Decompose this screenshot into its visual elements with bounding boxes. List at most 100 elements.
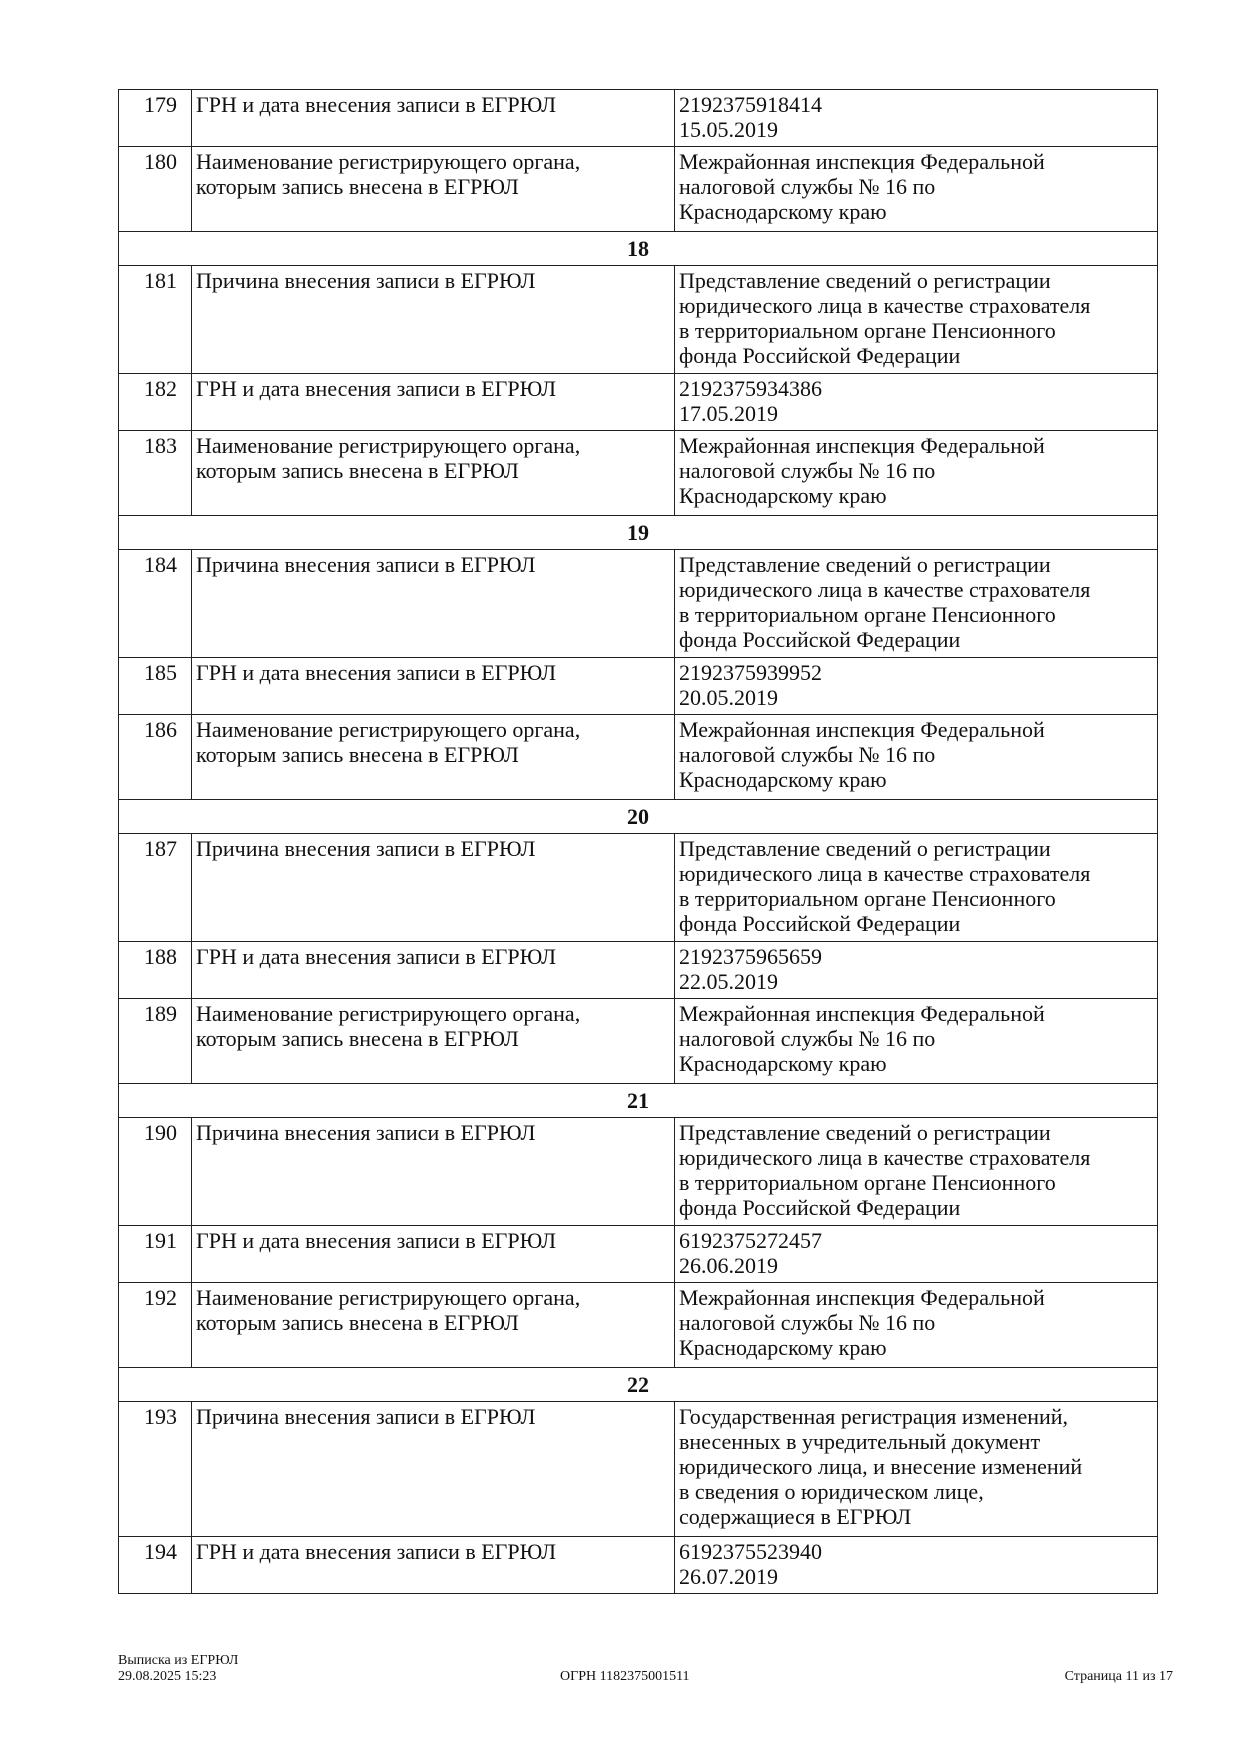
field-value: 2192375934386 17.05.2019 — [674, 373, 1158, 431]
field-value-line: 6192375272457 — [679, 1228, 822, 1253]
field-label-line: Причина внесения записи в ЕГРЮЛ — [196, 1120, 536, 1145]
field-value: Межрайонная инспекция Федеральной налогов… — [674, 430, 1158, 516]
field-label-line: ГРН и дата внесения записи в ЕГРЮЛ — [196, 376, 557, 401]
field-label-line: ГРН и дата внесения записи в ЕГРЮЛ — [196, 1228, 557, 1253]
footer-ogrn: ОГРН 1182375001511 — [560, 1669, 690, 1684]
field-value-line: Государственная регистрация изменений, — [679, 1404, 1069, 1429]
field-label: Наименование регистрирующего органа, кото… — [191, 714, 675, 800]
table-row: 187 Причина внесения записи в ЕГРЮЛ Предст… — [118, 833, 1158, 942]
field-value-line: юридического лица в качестве страховател… — [679, 293, 1091, 318]
row-number: 183 — [118, 430, 192, 516]
field-label-line: которым запись внесена в ЕГРЮЛ — [196, 742, 519, 767]
field-label-line: ГРН и дата внесения записи в ЕГРЮЛ — [196, 92, 557, 117]
field-value: 2192375965659 22.05.2019 — [674, 941, 1158, 999]
table-row: 189 Наименование регистрирующего органа, к… — [118, 998, 1158, 1084]
row-number: 182 — [118, 373, 192, 431]
row-number: 181 — [118, 265, 192, 374]
section-number: 22 — [118, 1367, 1158, 1402]
row-number: 192 — [118, 1282, 192, 1368]
footer-datetime: 29.08.2025 15:23 — [118, 1669, 217, 1684]
field-value-line: юридического лица в качестве страховател… — [679, 1145, 1091, 1170]
field-value-line: Краснодарскому краю — [679, 483, 887, 508]
field-value-line: в сведения о юридическом лице, — [679, 1479, 984, 1504]
section-number: 18 — [118, 231, 1158, 266]
field-value-line: Краснодарскому краю — [679, 1335, 887, 1360]
row-number: 188 — [118, 941, 192, 999]
field-value: 6192375523940 26.07.2019 — [674, 1536, 1158, 1594]
table-row: 183 Наименование регистрирующего органа, к… — [118, 430, 1158, 516]
footer-doc-title: Выписка из ЕГРЮЛ — [118, 1653, 239, 1668]
field-value-line: юридического лица в качестве страховател… — [679, 861, 1091, 886]
field-value-line: 2192375965659 — [679, 944, 822, 969]
field-label: ГРН и дата внесения записи в ЕГРЮЛ — [191, 941, 675, 999]
field-value: Представление сведений о регистрации юрид… — [674, 265, 1158, 374]
field-value-line: юридического лица, и внесение изменений — [679, 1454, 1083, 1479]
field-label-line: ГРН и дата внесения записи в ЕГРЮЛ — [196, 944, 557, 969]
field-value-line: Представление сведений о регистрации — [679, 836, 1051, 861]
table-row: 193 Причина внесения записи в ЕГРЮЛ Госуда… — [118, 1401, 1158, 1537]
field-label-line: Причина внесения записи в ЕГРЮЛ — [196, 836, 536, 861]
field-label-line: которым запись внесена в ЕГРЮЛ — [196, 1026, 519, 1051]
section-number: 21 — [118, 1083, 1158, 1118]
field-value-line: в территориальном органе Пенсионного — [679, 1170, 1056, 1195]
field-label: Причина внесения записи в ЕГРЮЛ — [191, 1401, 675, 1537]
field-value: 6192375272457 26.06.2019 — [674, 1225, 1158, 1283]
field-label: ГРН и дата внесения записи в ЕГРЮЛ — [191, 89, 675, 147]
field-value-line: 15.05.2019 — [679, 117, 778, 142]
field-value: 2192375918414 15.05.2019 — [674, 89, 1158, 147]
field-value-line: Представление сведений о регистрации — [679, 268, 1051, 293]
field-label-line: которым запись внесена в ЕГРЮЛ — [196, 174, 519, 199]
table-row: 186 Наименование регистрирующего органа, к… — [118, 714, 1158, 800]
row-number: 193 — [118, 1401, 192, 1537]
row-number: 179 — [118, 89, 192, 147]
table-row: 179 ГРН и дата внесения записи в ЕГРЮЛ 219… — [118, 89, 1158, 147]
field-value-line: Межрайонная инспекция Федеральной — [679, 1285, 1045, 1310]
field-value-line: Представление сведений о регистрации — [679, 1120, 1051, 1145]
field-value-line: Краснодарскому краю — [679, 767, 887, 792]
field-value-line: 2192375918414 — [679, 92, 822, 117]
field-value-line: налоговой службы № 16 по — [679, 458, 936, 483]
field-label-line: Наименование регистрирующего органа, — [196, 1285, 581, 1310]
field-label-line: Причина внесения записи в ЕГРЮЛ — [196, 552, 536, 577]
field-label: Наименование регистрирующего органа, кото… — [191, 146, 675, 232]
row-number: 184 — [118, 549, 192, 658]
section-header-row: 21 — [118, 1083, 1158, 1118]
table-row: 182 ГРН и дата внесения записи в ЕГРЮЛ 219… — [118, 373, 1158, 431]
field-label-line: которым запись внесена в ЕГРЮЛ — [196, 1310, 519, 1335]
field-value: Межрайонная инспекция Федеральной налогов… — [674, 714, 1158, 800]
field-value: Межрайонная инспекция Федеральной налогов… — [674, 1282, 1158, 1368]
field-label: Причина внесения записи в ЕГРЮЛ — [191, 833, 675, 942]
table-row: 194 ГРН и дата внесения записи в ЕГРЮЛ 619… — [118, 1536, 1158, 1594]
field-label: Наименование регистрирующего органа, кото… — [191, 430, 675, 516]
field-value-line: содержащиеся в ЕГРЮЛ — [679, 1504, 912, 1529]
field-value-line: 20.05.2019 — [679, 685, 778, 710]
field-value: Представление сведений о регистрации юрид… — [674, 549, 1158, 658]
field-label-line: ГРН и дата внесения записи в ЕГРЮЛ — [196, 1539, 557, 1564]
field-value-line: юридического лица в качестве страховател… — [679, 577, 1091, 602]
field-label-line: ГРН и дата внесения записи в ЕГРЮЛ — [196, 660, 557, 685]
field-value-line: 17.05.2019 — [679, 401, 778, 426]
field-value-line: 6192375523940 — [679, 1539, 822, 1564]
field-value-line: в территориальном органе Пенсионного — [679, 602, 1056, 627]
field-label: Причина внесения записи в ЕГРЮЛ — [191, 265, 675, 374]
field-value-line: налоговой службы № 16 по — [679, 1310, 936, 1335]
row-number: 189 — [118, 998, 192, 1084]
field-value: 2192375939952 20.05.2019 — [674, 657, 1158, 715]
table-row: 191 ГРН и дата внесения записи в ЕГРЮЛ 619… — [118, 1225, 1158, 1283]
egrul-records-table: 179 ГРН и дата внесения записи в ЕГРЮЛ 219… — [118, 89, 1158, 1594]
field-label: ГРН и дата внесения записи в ЕГРЮЛ — [191, 657, 675, 715]
row-number: 187 — [118, 833, 192, 942]
field-value-line: в территориальном органе Пенсионного — [679, 886, 1056, 911]
field-value-line: налоговой службы № 16 по — [679, 742, 936, 767]
section-header-row: 20 — [118, 799, 1158, 834]
field-value-line: Представление сведений о регистрации — [679, 552, 1051, 577]
field-value-line: 26.07.2019 — [679, 1564, 778, 1589]
field-value: Межрайонная инспекция Федеральной налогов… — [674, 146, 1158, 232]
field-value-line: фонда Российской Федерации — [679, 911, 961, 936]
row-number: 190 — [118, 1117, 192, 1226]
field-label: ГРН и дата внесения записи в ЕГРЮЛ — [191, 373, 675, 431]
field-label: ГРН и дата внесения записи в ЕГРЮЛ — [191, 1536, 675, 1594]
field-label-line: Причина внесения записи в ЕГРЮЛ — [196, 268, 536, 293]
field-value-line: фонда Российской Федерации — [679, 343, 961, 368]
section-header-row: 19 — [118, 515, 1158, 550]
